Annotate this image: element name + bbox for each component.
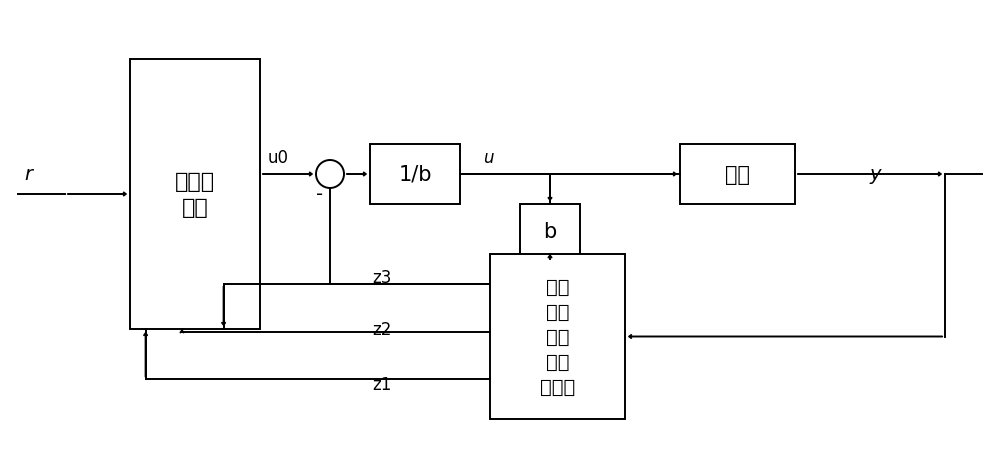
Text: 对象: 对象 xyxy=(725,165,750,184)
Text: y: y xyxy=(869,165,881,184)
Bar xyxy=(370,145,460,205)
Text: 1/b: 1/b xyxy=(398,165,432,184)
Text: b: b xyxy=(543,222,557,242)
Text: z1: z1 xyxy=(372,375,392,393)
Bar xyxy=(490,254,625,419)
Text: r: r xyxy=(24,165,32,184)
Text: -: - xyxy=(316,185,324,204)
Text: 非线性
组合: 非线性 组合 xyxy=(175,171,215,218)
Text: z3: z3 xyxy=(372,268,392,286)
Bar xyxy=(680,145,795,205)
Bar xyxy=(130,60,260,329)
Text: 有限
时间
扩张
状态
观测器: 有限 时间 扩张 状态 观测器 xyxy=(540,277,575,396)
Text: z2: z2 xyxy=(372,320,392,338)
Bar xyxy=(520,205,580,259)
Text: u0: u0 xyxy=(268,149,289,166)
Text: u: u xyxy=(483,149,493,166)
